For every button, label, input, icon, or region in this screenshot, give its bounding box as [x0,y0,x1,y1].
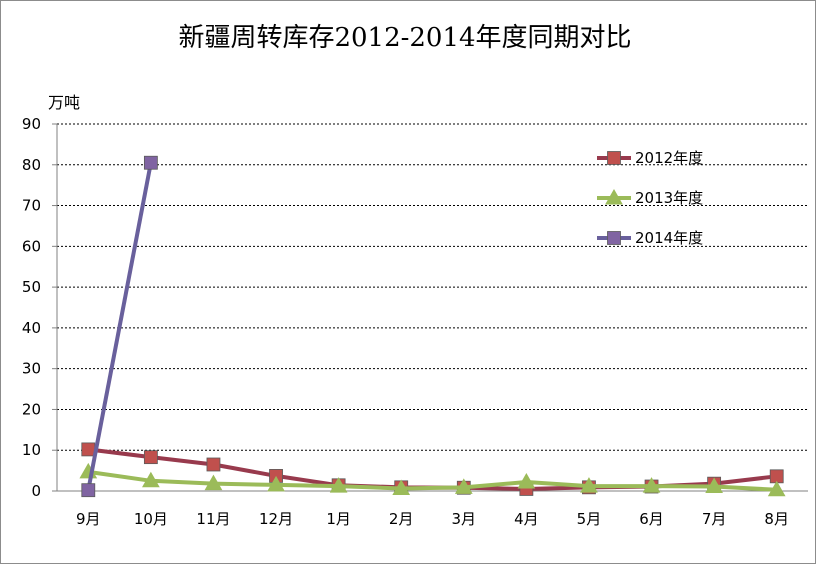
y-tick-label: 90 [22,115,41,133]
legend-entry: 2012年度 [597,149,703,167]
x-tick-label: 1月 [326,510,351,528]
legend-marker [605,188,623,205]
y-tick-label: 0 [31,482,41,500]
x-tick-label: 3月 [452,510,477,528]
x-tick-label: 11月 [196,510,230,528]
legend-label: 2013年度 [635,189,703,207]
legend: 2012年度 2013年度 2014年度 [597,149,703,247]
y-tick-label: 80 [22,156,41,174]
y-axis-unit-label: 万吨 [48,93,80,112]
data-point-marker [206,457,221,472]
data-point-marker [329,477,348,493]
x-tick-label: 4月 [514,510,539,528]
x-tick-label: 12月 [259,510,293,528]
x-tick-label: 6月 [639,510,664,528]
gridlines [57,123,808,451]
x-tick-label: 2月 [389,510,414,528]
data-point-marker [204,474,223,491]
chart-title: 新疆周转库存2012-2014年度同期对比 [178,23,631,53]
data-point-marker [454,478,473,494]
y-tick-label: 40 [22,319,41,337]
series-line-3 [86,162,153,491]
x-tick-labels: 9月 10月 11月 12月 1月 2月 3月 4月 5月 6月 7月 8月 [76,510,789,528]
y-tick-label: 10 [22,441,41,459]
legend-entry: 2014年度 [597,229,703,247]
data-point-marker [81,442,96,457]
legend-marker [607,231,621,245]
data-point-marker [392,479,411,496]
y-tick-label: 60 [22,237,41,255]
legend-label: 2014年度 [635,229,703,247]
x-tick-label: 9月 [76,510,101,528]
x-tick-label: 10月 [134,510,168,528]
y-tick-label: 20 [22,400,41,418]
data-point-marker [81,483,96,498]
series-group [79,155,786,498]
data-point-marker [767,480,786,497]
data-point-marker [517,473,536,489]
x-tick-label: 8月 [764,510,789,528]
series-line-2 [88,469,777,492]
data-point-marker [143,155,158,170]
data-point-marker [142,471,160,488]
y-tick-label: 50 [22,278,41,296]
legend-entry: 2013年度 [597,188,703,207]
data-point-marker [642,477,661,493]
data-point-marker [143,450,158,465]
y-tick-label: 70 [22,197,41,215]
axes [52,123,808,492]
y-tick-label: 30 [22,360,41,378]
y-tick-labels: 0 10 20 30 40 50 60 70 80 90 [22,115,41,500]
data-point-marker [267,475,285,492]
data-point-marker [580,477,598,493]
x-tick-label: 7月 [702,510,727,528]
legend-label: 2012年度 [635,149,703,167]
data-point-marker [705,477,723,494]
legend-marker [607,151,621,165]
x-tick-label: 5月 [577,510,602,528]
